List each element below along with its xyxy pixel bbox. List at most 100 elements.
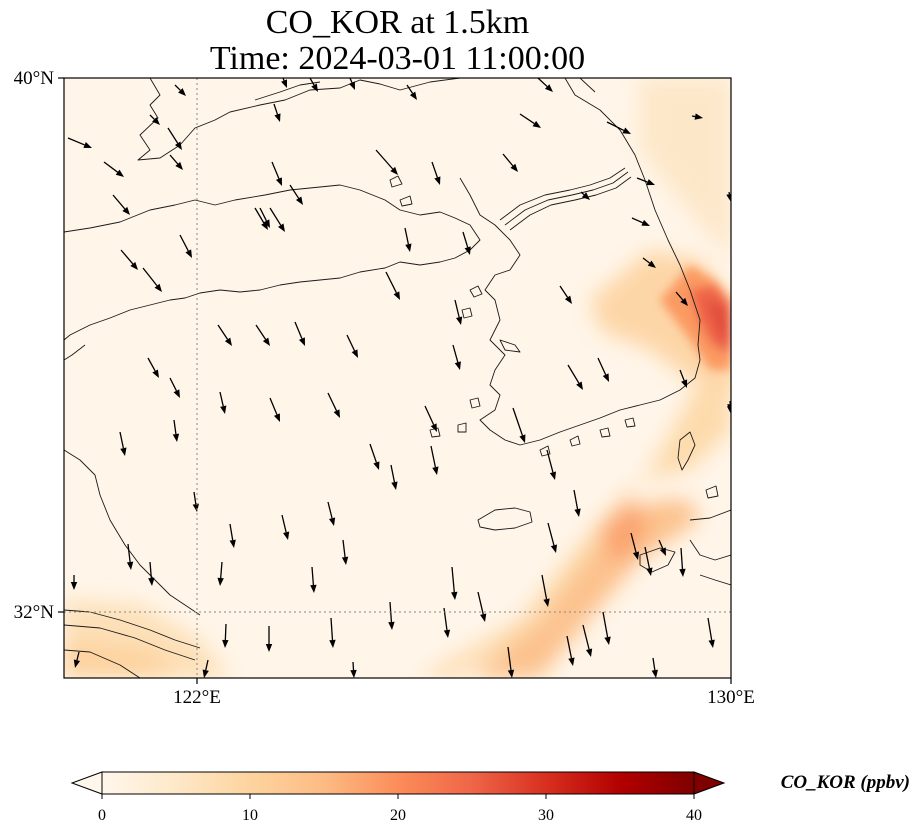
wind-arrow-shaft [375, 149, 394, 170]
wind-arrow-shaft [652, 657, 656, 671]
wind-arrow-head [283, 531, 290, 540]
wind-arrow-shaft [631, 217, 643, 224]
wind-arrow-shaft [507, 646, 512, 671]
wind-arrow-shaft [477, 591, 484, 615]
wind-arrow-shaft [642, 257, 651, 264]
wind-arrow-head [173, 389, 180, 398]
wind-arrow-shaft [502, 153, 514, 167]
wind-arrow-head [229, 539, 236, 548]
wind-arrow-head [432, 466, 439, 475]
wind-arrow-shaft [193, 491, 197, 505]
wind-arrow-shaft [573, 489, 579, 510]
wind-arrow-head [70, 582, 78, 590]
wind-arrow-head [120, 447, 127, 456]
wind-arrow-shaft [567, 364, 580, 384]
wind-arrow-head [434, 176, 441, 185]
wind-arrow-shaft [120, 249, 134, 265]
wind-arrow-head [681, 379, 688, 388]
wind-arrow-shaft [217, 324, 229, 340]
colorbar-tick: 40 [686, 807, 702, 824]
wind-arrow-shaft [512, 407, 524, 436]
wind-arrow-shaft [658, 539, 664, 549]
wind-arrow-shaft [424, 405, 435, 426]
wind-arrow-shaft [430, 445, 437, 468]
wind-arrow-head [622, 127, 631, 134]
map-time: Time: 2024-03-01 11:00:00 [209, 40, 586, 77]
wind-arrow-shaft [67, 137, 85, 146]
wind-arrow-head [311, 83, 318, 92]
gridlines [64, 78, 731, 678]
wind-arrow-shaft [431, 161, 438, 178]
wind-arrow-shaft [127, 543, 131, 563]
wind-arrow-shaft [566, 635, 573, 659]
wind-arrow-shaft [224, 623, 227, 641]
wind-arrow-head [708, 639, 715, 648]
wind-arrow-shaft [169, 154, 179, 165]
lat-tick-label: 32°N [14, 602, 55, 623]
wind-arrow-shaft [327, 501, 333, 519]
wind-arrow-shaft [311, 566, 315, 586]
wind-arrow-head [348, 81, 355, 90]
wind-arrow-head [333, 409, 340, 418]
map-title: CO_KOR at 1.5km [265, 4, 530, 41]
wind-arrow-head [454, 361, 461, 370]
wind-arrow-shaft [390, 464, 396, 483]
wind-arrow-head [549, 471, 557, 480]
wind-arrow-head [464, 246, 471, 255]
coastlines [64, 78, 731, 678]
wind-arrow-shaft [346, 334, 356, 352]
wind-arrow-head [456, 316, 463, 325]
wind-arrow-head [73, 659, 81, 668]
wind-arrow-head [405, 243, 412, 252]
colorbar-tick: 30 [538, 807, 554, 824]
wind-arrow-head [202, 669, 209, 678]
wind-arrow-head [265, 644, 273, 652]
wind-arrow-head [278, 223, 285, 232]
colorbar-extend-max [693, 771, 726, 795]
wind-arrow-shaft [559, 285, 569, 298]
wind-arrow-head [602, 373, 609, 382]
wind-arrow-shaft [630, 532, 637, 553]
wind-arrow-shaft [606, 121, 625, 132]
wind-arrow-head [224, 337, 232, 346]
wind-arrow-head [263, 219, 270, 228]
wind-arrow-shaft [169, 377, 178, 392]
wind-arrow-shaft [149, 114, 155, 120]
wind-arrow-head [275, 177, 282, 186]
lat-tick-label: 40°N [14, 68, 55, 89]
wind-arrow-head [310, 584, 317, 593]
wind-arrow-shaft [309, 78, 315, 86]
wind-arrow-head [409, 91, 417, 100]
wind-arrow-shaft [369, 443, 377, 463]
colorbar-tick: 0 [98, 807, 106, 824]
wind-arrow-head [298, 337, 305, 346]
wind-arrow-shaft [691, 115, 696, 118]
wind-arrow-head [217, 577, 224, 586]
wind-arrow-shaft [289, 184, 300, 199]
wind-arrow-head [83, 141, 92, 148]
wind-arrow-shaft [167, 127, 179, 144]
wind-arrow-head [646, 567, 653, 576]
wind-arrow-head [430, 423, 437, 432]
wind-arrow-head [726, 405, 731, 414]
wind-arrow-head [273, 413, 280, 422]
wind-arrow-head [393, 291, 400, 300]
wind-arrow-head [581, 192, 590, 200]
wind-arrow-head [220, 405, 227, 414]
wind-arrow-shaft [644, 546, 651, 569]
wind-arrow-shaft [546, 449, 554, 473]
wind-arrow-shaft [352, 661, 355, 671]
wind-arrow-head [295, 196, 303, 205]
wind-arrow-shaft [451, 566, 455, 593]
wind-arrow-shaft [142, 267, 158, 287]
wind-arrow-shaft [582, 624, 590, 650]
wind-arrow-shaft [602, 611, 609, 638]
wind-arrow-shaft [76, 651, 80, 661]
wind-arrow-head [443, 629, 451, 638]
wind-arrow-head [175, 161, 183, 170]
concentration-field [64, 78, 731, 678]
wind-arrow-head [262, 337, 270, 346]
wind-arrow-shaft [205, 659, 209, 671]
wind-arrow-head [564, 295, 572, 304]
wind-arrow-shaft [119, 431, 125, 449]
